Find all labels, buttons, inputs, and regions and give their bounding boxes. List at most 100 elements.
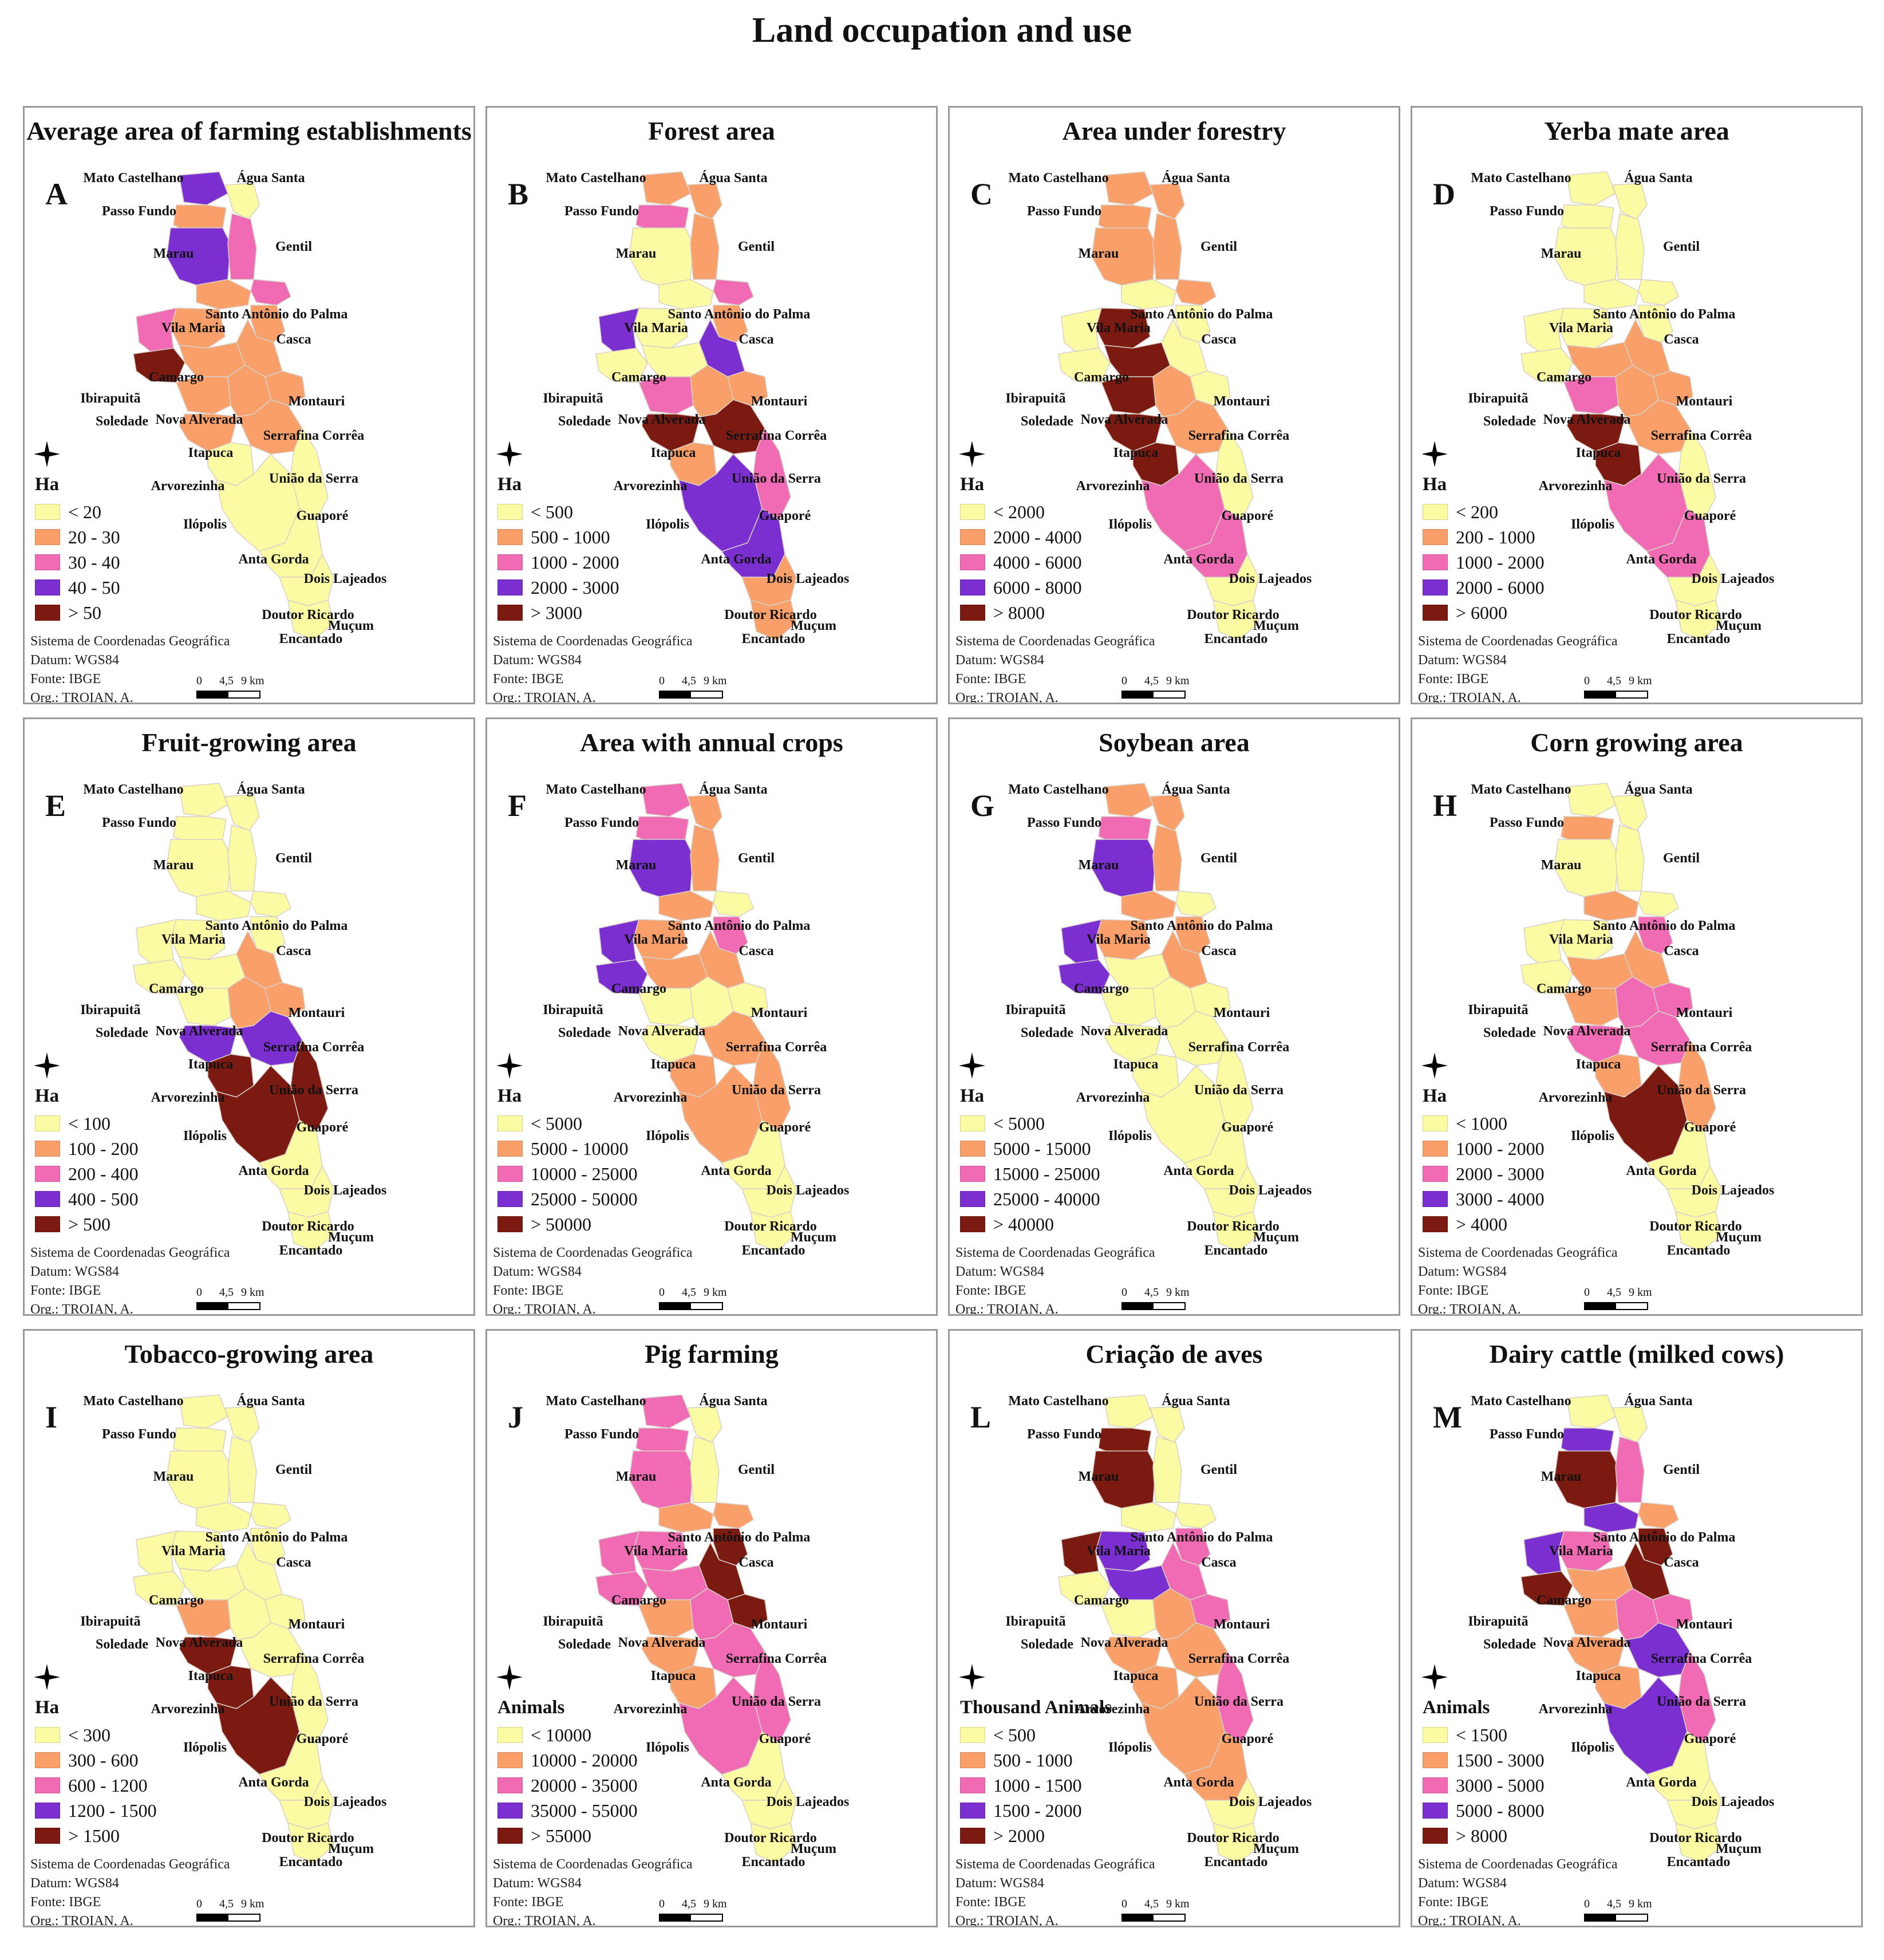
legend-label: > 40000 [993,1213,1054,1235]
municipality-label: Água Santa [1162,782,1230,797]
municipality-label: Mato Castelhano [1471,1394,1571,1409]
panel-title: Area under forestry [1062,116,1286,145]
legend-label: 2000 - 4000 [993,526,1082,547]
legend: < 100 100 - 200 200 - 400 400 - 500 > 500 [35,1111,139,1237]
credit-system: Sistema de Coordenadas Geográfica [1418,1857,1618,1872]
municipality-label: Serrafina Corrêa [726,428,827,443]
legend-item: 40 - 50 [35,575,120,600]
legend-swatch [1423,529,1448,545]
legend-label: 1000 - 2000 [1456,1138,1545,1159]
legend-label: 20000 - 35000 [531,1774,638,1796]
legend-item: 1000 - 2000 [1423,550,1545,575]
credit-datum: Datum: WGS84 [955,653,1044,668]
municipality-label: Mato Castelhano [1471,782,1571,797]
municipality-label: Camargo [1074,1593,1129,1608]
legend-swatch [497,1166,523,1182]
municipality-label: Ilópolis [1108,1129,1152,1143]
municipality-label: Água Santa [1624,782,1692,797]
north-arrow-icon [496,441,523,467]
municipality-label: Ilópolis [1571,1740,1614,1755]
legend: < 200 200 - 1000 1000 - 2000 2000 - 6000 > 6… [1423,499,1545,625]
scale-label: 9 km [241,1898,264,1910]
municipality-label: Serrafina Corrêa [1651,428,1752,443]
municipality-label: Nova Alverada [618,1635,706,1650]
legend-item: 2000 - 6000 [1423,575,1545,600]
municipality-label: Ilópolis [1108,517,1152,532]
legend-swatch [35,554,60,570]
municipality-label: Casca [1664,332,1699,347]
panel-letter: E [45,788,66,823]
legend-label: 100 - 200 [68,1138,139,1159]
municipality-label: Mato Castelhano [1008,1394,1108,1409]
legend-label: < 10000 [531,1724,592,1745]
municipality-label: Muçum [1253,1230,1299,1245]
legend: < 1500 1500 - 3000 3000 - 5000 5000 - 8000 >… [1423,1722,1545,1848]
municipality-mato-castelhano [641,1394,691,1429]
municipality-agua-santa [686,1406,722,1443]
credit-datum: Datum: WGS84 [493,1264,582,1279]
legend-item: < 500 [960,1722,1082,1748]
credit-datum: Datum: WGS84 [1418,1264,1507,1279]
legend-swatch [35,1828,60,1844]
municipality-label: Montauri [1676,1617,1733,1632]
municipality-label: Guaporé [1684,508,1736,523]
legend-label: 400 - 500 [68,1188,139,1209]
panel-letter: F [508,788,527,823]
municipality-label: Anta Gorda [1163,552,1234,567]
municipality-label: Serrafina Corrêa [1651,1040,1752,1055]
municipality-label: Água Santa [236,171,305,186]
map-credits: Sistema de Coordenadas Geográfica Datum: … [493,1855,693,1926]
legend-item: 1200 - 1500 [35,1798,157,1823]
municipality-label: Guaporé [1222,508,1274,523]
choropleth-map: Mato Castelhano Água Santa Passo Fundo Mara… [80,1394,386,1870]
credit-org: Org.: TROIAN, A. [955,691,1058,704]
legend-label: 40 - 50 [68,577,120,598]
legend-item: < 5000 [960,1111,1100,1136]
legend-item: 10000 - 25000 [497,1161,638,1186]
scale-bar-graphic [1584,1302,1648,1310]
municipality-label: Arvorezinha [151,479,225,494]
scale-label: 0 [196,1286,202,1299]
scale-bar: 0 4,5 9 km [659,1286,796,1310]
legend-item: 1500 - 3000 [1423,1748,1545,1773]
legend-item: > 55000 [497,1823,638,1848]
municipality-label: Casca [1201,332,1236,347]
legend-item: 5000 - 10000 [497,1136,638,1161]
map-panel-a: Average area of farming establishments Ma… [23,106,475,704]
legend-label: 1000 - 2000 [1456,551,1545,573]
municipality-label: Mato Castelhano [546,1394,646,1409]
map-credits: Sistema de Coordenadas Geográfica Datum: … [30,1244,230,1314]
municipality-label: Itapuca [1576,1057,1621,1072]
municipality-label: Arvorezinha [614,479,688,494]
scale-bar: 0 4,5 9 km [196,675,334,699]
municipality-label: Vila Maria [161,932,226,947]
legend-label: > 50 [68,602,102,623]
panel-letter: G [970,788,995,823]
scale-label: 9 km [1166,1898,1190,1910]
map-credits: Sistema de Coordenadas Geográfica Datum: … [493,632,693,703]
legend-swatch [960,579,985,596]
municipality-gentil [1152,1436,1182,1503]
municipality-label: Marau [1541,858,1582,873]
municipality-label: Muçum [1716,618,1761,633]
panel-title: Area with annual crops [580,728,843,757]
credit-datum: Datum: WGS84 [1418,653,1507,668]
legend-swatch [35,1752,60,1768]
legend-swatch [35,1191,60,1207]
municipality-label: Serrafina Corrêa [726,1651,827,1666]
municipality-label: Ibirapuitã [1005,1003,1065,1018]
municipality-label: Montauri [1676,394,1733,409]
municipality-label: Gentil [1663,851,1700,866]
legend-label: 3000 - 5000 [1456,1774,1545,1796]
municipality-label: Passo Fundo [1490,815,1564,830]
municipality-label: União da Serra [269,471,358,486]
legend-swatch [960,605,985,621]
legend-item: 2000 - 3000 [1423,1161,1545,1186]
scale-bar: 0 4,5 9 km [1121,675,1259,699]
municipality-label: Água Santa [236,1394,305,1409]
north-arrow-icon [1421,1664,1448,1690]
legend-label: < 1000 [1456,1113,1508,1134]
panel-title: Average area of farming establishments [26,116,472,145]
municipality-label: Casca [1201,1555,1236,1570]
credit-org: Org.: TROIAN, A. [493,1302,596,1316]
